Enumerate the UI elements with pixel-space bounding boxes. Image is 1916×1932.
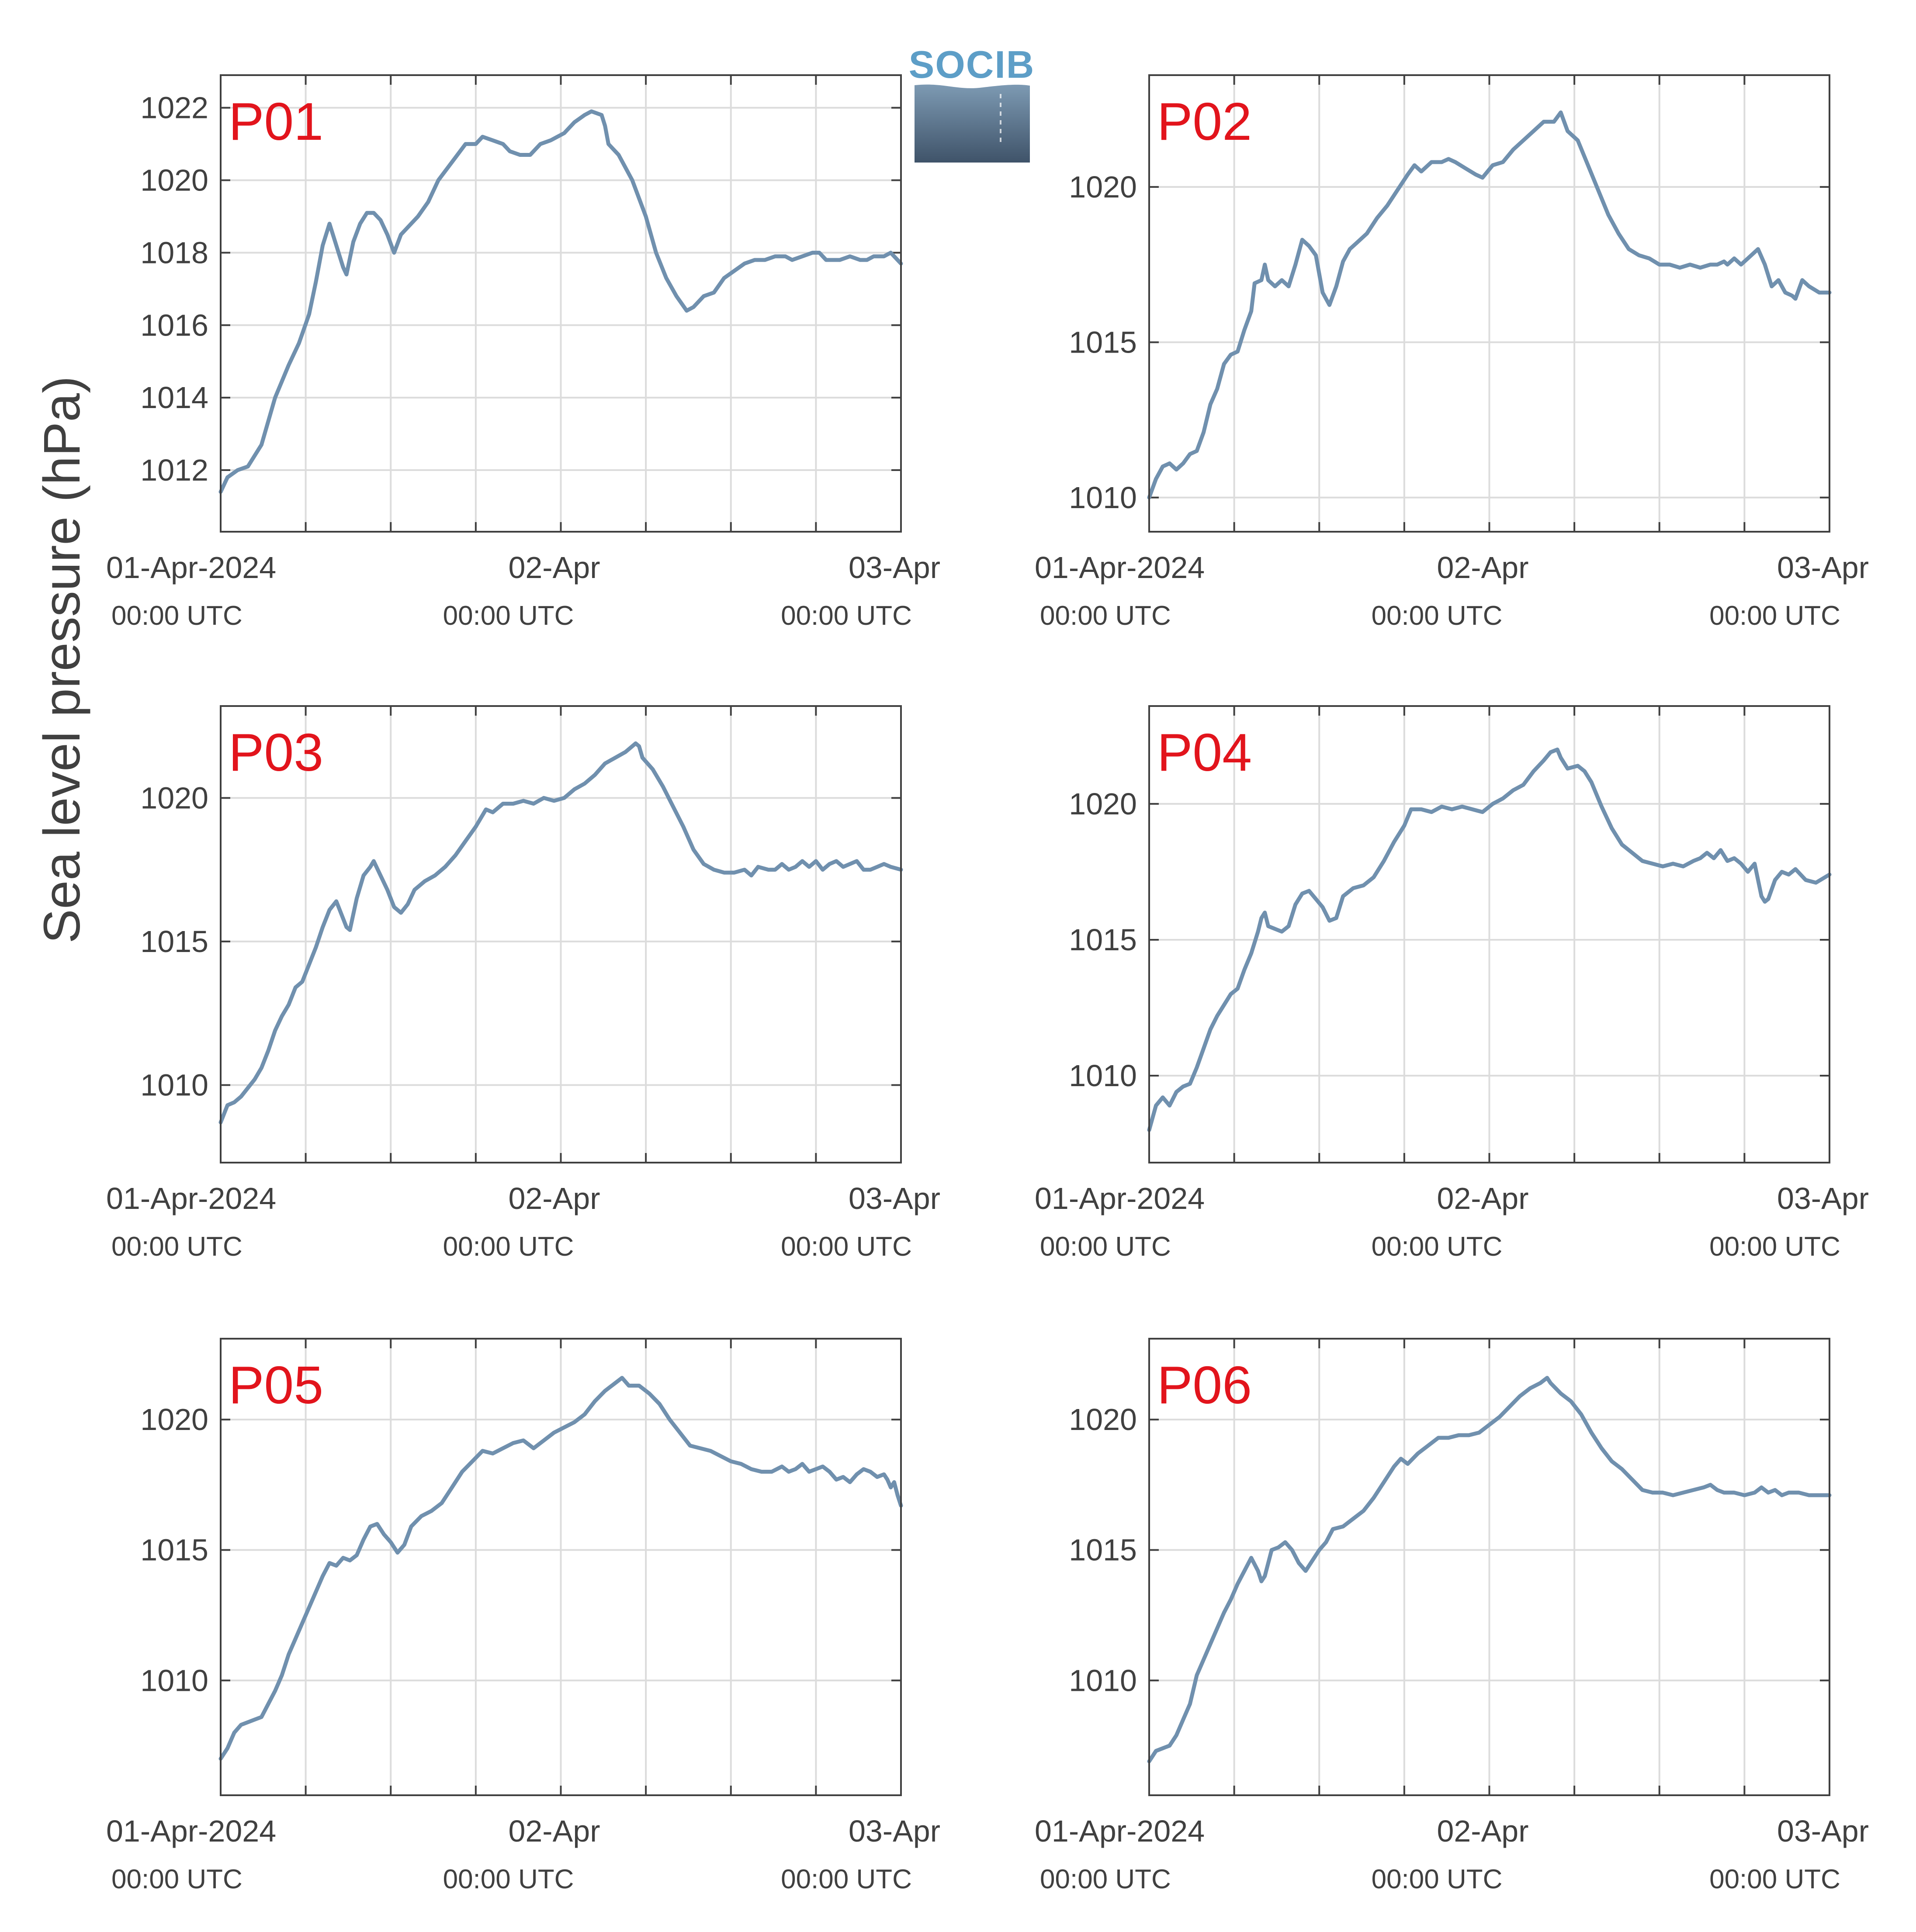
y-axis-label: Sea level pressure (hPa) — [33, 376, 91, 944]
panel-label: P06 — [1157, 1355, 1252, 1415]
panel-label: P01 — [229, 92, 323, 151]
x-tick-label: 03-Apr — [849, 551, 940, 585]
x-tick-label: 01-Apr-2024 — [1035, 1814, 1205, 1848]
series-line-p04 — [1147, 748, 1832, 1132]
y-gridlines: 1010 1015 1020 — [140, 1402, 901, 1697]
y-tick-label: 1020 — [140, 163, 208, 197]
y-tick-label: 1020 — [1069, 1402, 1137, 1437]
x-tick-sublabel: 00:00 UTC — [1040, 601, 1171, 631]
y-tick-label: 1015 — [140, 1533, 208, 1567]
x-tick-sublabel: 00:00 UTC — [1040, 1864, 1171, 1894]
y-tick-label: 1015 — [1069, 325, 1137, 359]
y-tick-label: 1015 — [1069, 1533, 1137, 1567]
x-gridlines — [305, 706, 817, 1163]
y-tick-label: 1020 — [1069, 787, 1137, 821]
y-tick-label: 1014 — [140, 381, 208, 415]
panel-p05: 1010 1015 1020 P05 01-Apr-2024 00:00 UTC 02-Ap… — [106, 1338, 940, 1894]
y-tick-label: 1018 — [140, 235, 208, 270]
y-gridlines: 1010 1015 1020 — [1069, 787, 1829, 1093]
y-gridlines: 1010 1015 1020 — [1069, 1402, 1829, 1697]
series-line-p02 — [1147, 110, 1832, 500]
y-tick-label: 1020 — [140, 1402, 208, 1437]
panel-p01: 1012 1014 1016 1018 1020 1022 P01 01-Apr-2024 00… — [106, 74, 940, 631]
x-tick-sublabel: 00:00 UTC — [443, 1232, 574, 1262]
axes-frame — [220, 705, 902, 1163]
x-tick-label: 02-Apr — [508, 1181, 600, 1215]
x-tick-label: 02-Apr — [1437, 551, 1528, 585]
panel-p02: 1010 1015 1020 P02 01-Apr-2024 00:00 UTC 02-Ap… — [1035, 74, 1869, 631]
x-gridlines — [1233, 75, 1746, 532]
y-tick-label: 1020 — [140, 781, 208, 815]
x-gridlines — [305, 75, 817, 532]
x-tick-label: 03-Apr — [1777, 551, 1869, 585]
x-tick-label: 02-Apr — [508, 551, 600, 585]
panel-label: P02 — [1157, 92, 1252, 151]
x-tick-label: 02-Apr — [1437, 1181, 1528, 1215]
y-tick-label: 1010 — [140, 1068, 208, 1102]
x-tick-label: 03-Apr — [1777, 1181, 1869, 1215]
x-tick-sublabel: 00:00 UTC — [781, 601, 912, 631]
x-tick-sublabel: 00:00 UTC — [111, 1232, 243, 1262]
axes-frame — [1148, 1338, 1830, 1796]
x-tick-sublabel: 00:00 UTC — [1709, 1232, 1840, 1262]
panel-p03: 1010 1015 1020 P03 01-Apr-2024 00:00 UTC 02-Ap… — [106, 705, 940, 1262]
x-tick-sublabel: 00:00 UTC — [1709, 601, 1840, 631]
series-line-p05 — [218, 1376, 903, 1761]
x-tick-sublabel: 00:00 UTC — [1372, 1232, 1503, 1262]
y-gridlines: 1010 1015 1020 — [1069, 170, 1829, 515]
x-tick-sublabel: 00:00 UTC — [781, 1232, 912, 1262]
x-tick-label: 01-Apr-2024 — [106, 1181, 276, 1215]
x-tick-sublabel: 00:00 UTC — [1040, 1232, 1171, 1262]
y-tick-label: 1016 — [140, 308, 208, 342]
x-tick-sublabel: 00:00 UTC — [111, 601, 243, 631]
y-tick-label: 1010 — [1069, 481, 1137, 515]
y-tick-label: 1010 — [1069, 1059, 1137, 1093]
y-tick-label: 1020 — [1069, 170, 1137, 204]
x-gridlines — [1233, 1339, 1746, 1795]
panels: 1012 1014 1016 1018 1020 1022 P01 01-Apr-2024 00… — [106, 74, 1869, 1894]
x-tick-label: 01-Apr-2024 — [1035, 1181, 1205, 1215]
x-tick-sublabel: 00:00 UTC — [1372, 1864, 1503, 1894]
x-tick-sublabel: 00:00 UTC — [1709, 1864, 1840, 1894]
y-tick-label: 1015 — [1069, 923, 1137, 957]
x-tick-sublabel: 00:00 UTC — [443, 601, 574, 631]
x-gridlines — [305, 1339, 817, 1795]
y-tick-label: 1010 — [140, 1663, 208, 1697]
panel-label: P05 — [229, 1355, 323, 1415]
series-line-p03 — [218, 741, 903, 1125]
y-gridlines: 1012 1014 1016 1018 1020 1022 — [140, 91, 901, 487]
socib-logo: SOCIB — [909, 43, 1035, 163]
axes-frame — [1148, 74, 1830, 533]
axes-frame — [220, 1338, 902, 1796]
panel-label: P03 — [229, 723, 323, 782]
x-tick-label: 02-Apr — [1437, 1814, 1528, 1848]
x-tick-label: 01-Apr-2024 — [1035, 551, 1205, 585]
x-tick-label: 02-Apr — [508, 1814, 600, 1848]
socib-logo-text: SOCIB — [909, 43, 1035, 86]
x-tick-sublabel: 00:00 UTC — [443, 1864, 574, 1894]
series-line-p01 — [218, 109, 903, 494]
axes-frame — [1148, 705, 1830, 1163]
y-tick-label: 1015 — [140, 924, 208, 959]
x-tick-label: 01-Apr-2024 — [106, 1814, 276, 1848]
x-tick-label: 01-Apr-2024 — [106, 551, 276, 585]
x-tick-label: 03-Apr — [849, 1814, 940, 1848]
y-gridlines: 1010 1015 1020 — [140, 781, 901, 1102]
panel-p06: 1010 1015 1020 P06 01-Apr-2024 00:00 UTC 02-Ap… — [1035, 1338, 1869, 1894]
panel-label: P04 — [1157, 723, 1252, 782]
x-gridlines — [1233, 706, 1746, 1163]
axes-frame — [220, 74, 902, 533]
y-tick-label: 1022 — [140, 91, 208, 125]
x-tick-sublabel: 00:00 UTC — [111, 1864, 243, 1894]
x-tick-label: 03-Apr — [849, 1181, 940, 1215]
x-tick-sublabel: 00:00 UTC — [781, 1864, 912, 1894]
x-tick-sublabel: 00:00 UTC — [1372, 601, 1503, 631]
x-tick-label: 03-Apr — [1777, 1814, 1869, 1848]
series-line-p06 — [1147, 1376, 1832, 1763]
panel-p04: 1010 1015 1020 P04 01-Apr-2024 00:00 UTC 02-Ap… — [1035, 705, 1869, 1262]
y-tick-label: 1012 — [140, 453, 208, 487]
y-tick-label: 1010 — [1069, 1663, 1137, 1697]
